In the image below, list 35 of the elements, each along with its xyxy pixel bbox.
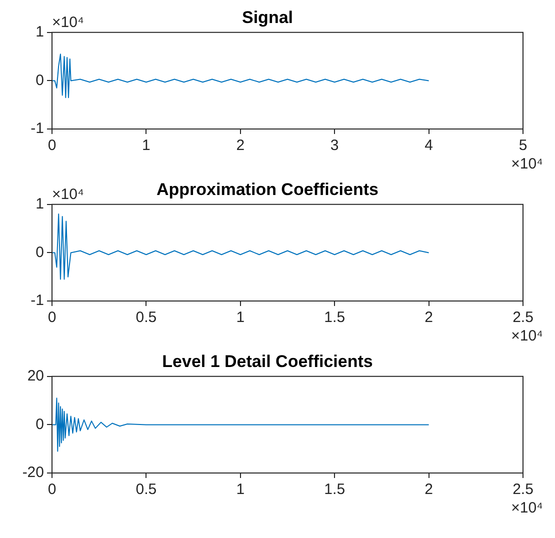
- x-tick-label: 2: [236, 137, 245, 154]
- x-tick-label: 0: [48, 309, 56, 326]
- x-tick-label: 5: [518, 137, 528, 154]
- y-tick-label: 1: [36, 24, 44, 41]
- y-tick-label: 0: [36, 244, 44, 261]
- x-tick-label: 0.5: [136, 309, 157, 326]
- x-tick-label: 1.5: [324, 481, 346, 498]
- chart-title: Signal: [242, 8, 294, 27]
- x-tick-label: 0.5: [136, 481, 157, 498]
- x-tick-label: 1.5: [324, 309, 346, 326]
- x-tick-label: 0: [48, 481, 56, 498]
- text: ×10⁴: [52, 14, 84, 32]
- y-tick-label: 0: [36, 72, 44, 89]
- x-tick-label: 2.5: [512, 481, 534, 498]
- x-tick-label: 1: [236, 309, 245, 326]
- text: ×10⁴: [511, 328, 543, 345]
- x-tick-label: 4: [424, 137, 433, 154]
- chart-title: Level 1 Detail Coefficients: [162, 352, 373, 371]
- y-tick-label: 20: [27, 368, 44, 385]
- x-tick-label: 1: [236, 481, 245, 498]
- x-tick-label: 2: [424, 309, 433, 326]
- text: ×10⁴: [52, 186, 84, 204]
- y-tick-label: -1: [30, 120, 44, 138]
- x-tick-label: 2.5: [512, 309, 534, 326]
- text: ×10⁴: [511, 500, 543, 517]
- chart-title: Approximation Coefficients: [156, 180, 378, 199]
- x-tick-label: 1: [142, 137, 150, 154]
- x-tick-label: 2: [424, 481, 433, 498]
- y-tick-label: -1: [30, 292, 44, 310]
- y-tick-label: 1: [36, 196, 44, 213]
- x-tick-label: 0: [48, 137, 56, 154]
- x-tick-label: 3: [330, 137, 339, 154]
- y-tick-label: -20: [22, 464, 44, 482]
- y-tick-label: 0: [36, 416, 44, 433]
- text: ×10⁴: [511, 156, 543, 173]
